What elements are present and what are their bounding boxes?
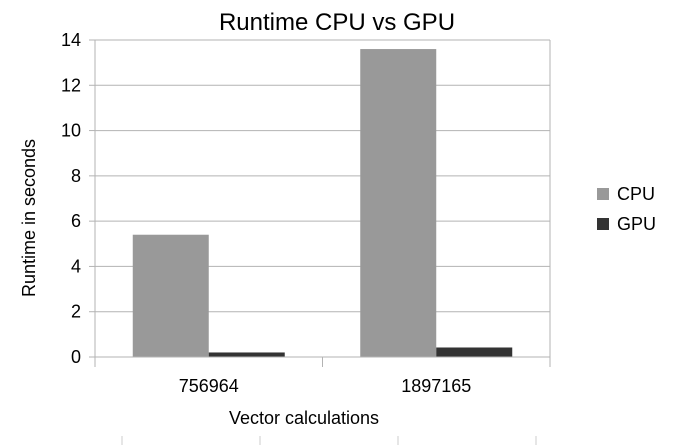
y-tick-label: 12 <box>61 75 81 95</box>
y-tick-label: 10 <box>61 121 81 141</box>
legend-label-gpu: GPU <box>617 214 656 234</box>
y-tick-label: 4 <box>71 256 81 276</box>
axes <box>89 39 551 445</box>
y-tick-label: 8 <box>71 166 81 186</box>
y-tick-label: 6 <box>71 211 81 231</box>
legend-swatch-gpu <box>597 218 609 230</box>
y-tick-label: 0 <box>71 347 81 367</box>
legend: CPU GPU <box>597 184 656 234</box>
x-tick-label: 756964 <box>179 376 239 396</box>
x-axis-label: Vector calculations <box>229 408 379 428</box>
y-axis-label: Runtime in seconds <box>19 139 39 297</box>
bar-cpu-756964 <box>132 234 209 357</box>
bar-gpu-756964 <box>208 352 285 357</box>
legend-swatch-cpu <box>597 188 609 200</box>
y-tick-label: 14 <box>61 30 81 50</box>
tick-labels: 0 2 4 6 8 10 12 14 756964 1897165 <box>61 30 471 396</box>
y-tick-label: 2 <box>71 302 81 322</box>
bar-gpu-1897165 <box>436 347 513 357</box>
chart-title: Runtime CPU vs GPU <box>219 9 455 36</box>
x-tick-label: 1897165 <box>401 376 471 396</box>
bars <box>132 49 513 358</box>
legend-label-cpu: CPU <box>617 184 655 204</box>
bar-cpu-1897165 <box>360 49 437 358</box>
